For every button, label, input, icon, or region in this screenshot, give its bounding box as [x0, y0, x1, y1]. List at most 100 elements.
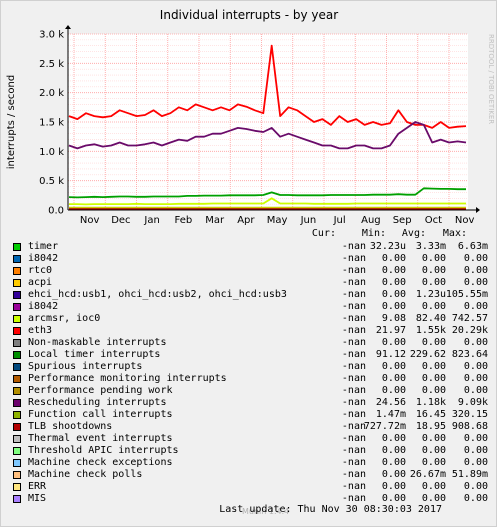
legend-swatch: [13, 459, 21, 467]
legend-max: 0.00: [463, 253, 488, 264]
legend-cur: -nan: [341, 421, 366, 432]
legend-avg: 0.00: [421, 253, 446, 264]
legend-max: 823.64: [451, 349, 488, 360]
legend-header: Cur: Min: Avg: Max:: [13, 228, 493, 240]
legend-name: arcmsr, ioc0: [28, 313, 101, 324]
legend-swatch: [13, 375, 21, 383]
munin-version: Munin 1.4.4: [242, 507, 290, 516]
legend-max: 9.09k: [457, 397, 488, 408]
y-tick-label: 2.0 k: [39, 88, 64, 99]
legend-swatch: [13, 243, 21, 251]
legend-min: 0.00: [381, 253, 406, 264]
legend-swatch: [13, 363, 21, 371]
legend-swatch: [13, 423, 21, 431]
legend-swatch: [13, 339, 21, 347]
x-tick-label: Aug: [361, 215, 381, 226]
legend-avg: 0.00: [421, 265, 446, 276]
legend-max: 0.00: [463, 433, 488, 444]
x-tick-label: Oct: [425, 215, 442, 226]
legend-min: 0.00: [381, 481, 406, 492]
legend-avg: 0.00: [421, 493, 446, 504]
legend-swatch: [13, 399, 21, 407]
y-axis-label: interrupts / second: [6, 75, 17, 169]
legend-swatch: [13, 255, 21, 263]
legend-name: timer: [28, 241, 59, 252]
legend-row: Local timer interrupts -nan 91.12 229.62 823…: [13, 349, 493, 361]
chart-title: Individual interrupts - by year: [160, 8, 338, 22]
legend-row: Non-maskable interrupts -nan 0.00 0.00 0.00: [13, 337, 493, 349]
legend-min: 0.00: [381, 493, 406, 504]
legend-name: i8042: [28, 253, 59, 264]
legend-row: timer -nan 32.23u 3.33m 6.63m: [13, 241, 493, 253]
legend-row: Machine check polls -nan 0.00 26.67m 51.89m: [13, 469, 493, 481]
legend-cur: -nan: [341, 469, 366, 480]
legend-max: 0.00: [463, 265, 488, 276]
legend-name: TLB shootdowns: [28, 421, 113, 432]
legend-name: acpi: [28, 277, 53, 288]
x-tick-label: Apr: [237, 215, 255, 226]
legend-avg: 229.62: [409, 349, 446, 360]
legend-max: 0.00: [463, 493, 488, 504]
y-axis-arrow: [65, 25, 71, 29]
legend-max: 20.29k: [451, 325, 488, 336]
legend-min: 21.97: [375, 325, 406, 336]
legend-swatch: [13, 291, 21, 299]
legend-name: Machine check exceptions: [28, 457, 173, 468]
x-tick-label: Feb: [175, 215, 193, 226]
legend-swatch: [13, 267, 21, 275]
legend-cur: -nan: [341, 493, 366, 504]
legend-cur: -nan: [341, 397, 366, 408]
legend-avg: 0.00: [421, 457, 446, 468]
x-tick-label: Jan: [143, 215, 159, 226]
legend-cur: -nan: [341, 301, 366, 312]
legend-avg: 1.55k: [415, 325, 446, 336]
legend-avg: 16.45: [415, 409, 446, 420]
legend-swatch: [13, 327, 21, 335]
legend-name: Spurious interrupts: [28, 361, 143, 372]
legend-swatch: [13, 351, 21, 359]
last-update: Last update: Thu Nov 30 08:30:03 2017: [219, 504, 442, 515]
y-tick-label: 0.0: [48, 206, 64, 217]
legend-row: MIS -nan 0.00 0.00 0.00: [13, 493, 493, 505]
legend-cur: -nan: [341, 289, 366, 300]
legend-max: 0.00: [463, 445, 488, 456]
legend-max: 0.00: [463, 481, 488, 492]
legend-row: TLB shootdowns -nan 727.72m 18.95 908.68: [13, 421, 493, 433]
x-tick-label: Jul: [333, 215, 346, 226]
legend-swatch: [13, 435, 21, 443]
legend-cur: -nan: [341, 253, 366, 264]
legend-row: Spurious interrupts -nan 0.00 0.00 0.00: [13, 361, 493, 373]
legend-header-min: Min:: [361, 228, 386, 239]
legend-name: rtc0: [28, 265, 53, 276]
legend-cur: -nan: [341, 349, 366, 360]
legend-swatch: [13, 471, 21, 479]
legend-min: 0.00: [381, 445, 406, 456]
legend-min: 32.23u: [369, 241, 406, 252]
legend-cur: -nan: [341, 445, 366, 456]
legend-avg: 0.00: [421, 481, 446, 492]
legend-min: 24.56: [375, 397, 406, 408]
legend-row: acpi -nan 0.00 0.00 0.00: [13, 277, 493, 289]
legend-avg: 3.33m: [415, 241, 446, 252]
legend-avg: 0.00: [421, 445, 446, 456]
legend-name: Threshold APIC interrupts: [28, 445, 179, 456]
legend-swatch: [13, 315, 21, 323]
legend-name: MIS: [28, 493, 47, 504]
footer: Munin 1.4.4 Last update: Thu Nov 30 08:3…: [1, 504, 497, 524]
legend-avg: 0.00: [421, 277, 446, 288]
legend-swatch: [13, 447, 21, 455]
x-tick-label: Mar: [205, 215, 225, 226]
legend-swatch: [13, 483, 21, 491]
legend-max: 0.00: [463, 385, 488, 396]
legend-row: Performance pending work -nan 0.00 0.00 0.00: [13, 385, 493, 397]
legend-header-cur: Cur:: [311, 228, 336, 239]
legend-name: Rescheduling interrupts: [28, 397, 167, 408]
legend-min: 9.08: [381, 313, 406, 324]
legend-min: 0.00: [381, 265, 406, 276]
legend-row: i8042 -nan 0.00 0.00 0.00: [13, 253, 493, 265]
legend-cur: -nan: [341, 241, 366, 252]
x-tick-label: Nov: [455, 215, 475, 226]
legend-row: rtc0 -nan 0.00 0.00 0.00: [13, 265, 493, 277]
legend-avg: 0.00: [421, 385, 446, 396]
legend-min: 0.00: [381, 337, 406, 348]
